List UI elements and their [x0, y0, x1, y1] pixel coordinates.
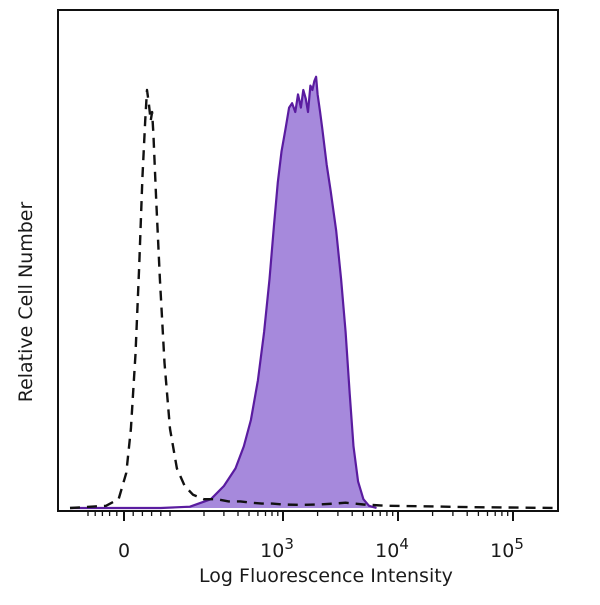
- plot-frame: [57, 9, 559, 512]
- series-layer: [69, 75, 559, 510]
- stained-histogram-line: [70, 75, 377, 510]
- x-tick-label-base: 10: [260, 540, 284, 562]
- x-tick-label-base: 10: [375, 540, 399, 562]
- control-histogram-line: [69, 88, 559, 510]
- x-tick-label: 103: [260, 535, 294, 562]
- minor-tick-layer: [87, 511, 509, 516]
- x-tick-label-exponent: 4: [399, 535, 409, 553]
- x-tick-label: 105: [490, 535, 524, 562]
- x-tick-label: 104: [375, 535, 409, 562]
- tick-label-layer: 0 103 104 105: [118, 535, 524, 562]
- x-tick-label: 0: [118, 540, 130, 562]
- stained-histogram-area: [70, 76, 377, 509]
- major-tick-layer: [123, 511, 514, 521]
- x-axis-title: Log Fluorescence Intensity: [199, 565, 453, 587]
- x-tick-label-exponent: 5: [514, 535, 524, 553]
- x-tick-label-base: 0: [118, 540, 130, 562]
- y-axis-title: Relative Cell Number: [15, 202, 37, 403]
- x-tick-label-base: 10: [490, 540, 514, 562]
- x-tick-label-exponent: 3: [284, 535, 294, 553]
